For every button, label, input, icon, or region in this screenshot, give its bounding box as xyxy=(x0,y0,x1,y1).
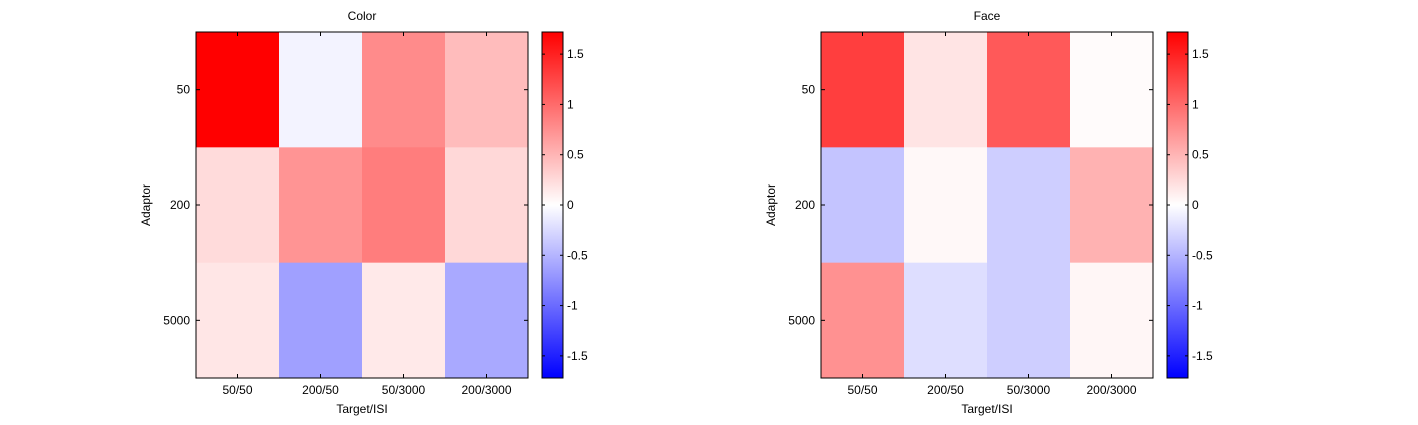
y-tick-label: 5000 xyxy=(163,313,190,327)
x-axis-label: Target/ISI xyxy=(961,402,1012,416)
heatmap-cell xyxy=(279,32,363,148)
heatmap-cell xyxy=(362,147,446,264)
y-axis-label: Adaptor xyxy=(764,184,778,226)
x-tick-label: 200/50 xyxy=(927,383,964,397)
colorbar-tick-label: -1.5 xyxy=(1192,349,1213,363)
colorbar xyxy=(541,31,564,379)
colorbar-tick-label: 1.5 xyxy=(1192,47,1209,61)
colorbar-tick-label: 0.5 xyxy=(567,148,584,162)
x-tick-label: 50/3000 xyxy=(1007,383,1051,397)
heatmap-cell xyxy=(987,262,1071,379)
y-axis-label: Adaptor xyxy=(139,184,153,226)
heatmap-cell xyxy=(362,32,446,148)
heatmap-cell xyxy=(362,262,446,379)
heatmap-panel-1: 50/50 200/50 50/3000 200/3000 50 200 5000 Color… xyxy=(139,9,588,416)
x-tick-label: 200/3000 xyxy=(461,383,511,397)
colorbar-tick-label: -1 xyxy=(567,299,578,313)
colorbar-tick-label: 1 xyxy=(567,97,574,111)
x-tick-label: 50/50 xyxy=(847,383,877,397)
colorbar-tick-label: -1 xyxy=(1192,299,1203,313)
heatmap-cell xyxy=(445,32,529,148)
x-axis-label: Target/ISI xyxy=(336,402,387,416)
heatmap-cell xyxy=(987,32,1071,148)
heatmap-cell xyxy=(279,147,363,264)
y-tick-label: 50 xyxy=(802,83,816,97)
heatmap-cell xyxy=(904,32,988,148)
chart-title: Color xyxy=(348,9,377,23)
x-tick-label: 200/3000 xyxy=(1086,383,1136,397)
colorbar xyxy=(1166,31,1189,379)
colorbar-tick-label: 1 xyxy=(1192,97,1199,111)
colorbar-tick-label: 0 xyxy=(567,198,574,212)
heatmap-cell xyxy=(1070,262,1154,379)
colorbar-tick-label: -0.5 xyxy=(1192,248,1213,262)
heatmap-cell xyxy=(821,32,905,148)
y-tick-label: 200 xyxy=(795,198,815,212)
colorbar-tick-label: 1.5 xyxy=(567,47,584,61)
heatmap-cell xyxy=(1070,32,1154,148)
colorbar-tick-label: -1.5 xyxy=(567,349,588,363)
heatmap-cell xyxy=(279,262,363,379)
x-tick-label: 50/50 xyxy=(222,383,252,397)
heatmap-cell xyxy=(821,262,905,379)
heatmap-cell xyxy=(904,262,988,379)
heatmap-cell xyxy=(445,262,529,379)
x-tick-label: 200/50 xyxy=(302,383,339,397)
heatmap-cell xyxy=(445,147,529,264)
colorbar-tick-label: 0.5 xyxy=(1192,148,1209,162)
heatmap-panel-2: 50/50 200/50 50/3000 200/3000 50 200 5000 Face T… xyxy=(764,9,1213,416)
heatmap-cell xyxy=(196,147,280,264)
y-tick-label: 5000 xyxy=(788,313,815,327)
x-tick-label: 50/3000 xyxy=(382,383,426,397)
heatmap-cell xyxy=(821,147,905,264)
chart-title: Face xyxy=(974,9,1001,23)
heatmap-cell xyxy=(987,147,1071,264)
heatmap-cell xyxy=(1070,147,1154,264)
heatmap-cell xyxy=(904,147,988,264)
y-tick-label: 200 xyxy=(170,198,190,212)
colorbar-tick-label: 0 xyxy=(1192,198,1199,212)
y-tick-label: 50 xyxy=(177,83,191,97)
colorbar-tick-label: -0.5 xyxy=(567,248,588,262)
heatmap-cell xyxy=(196,32,280,148)
heatmap-cell xyxy=(196,262,280,379)
